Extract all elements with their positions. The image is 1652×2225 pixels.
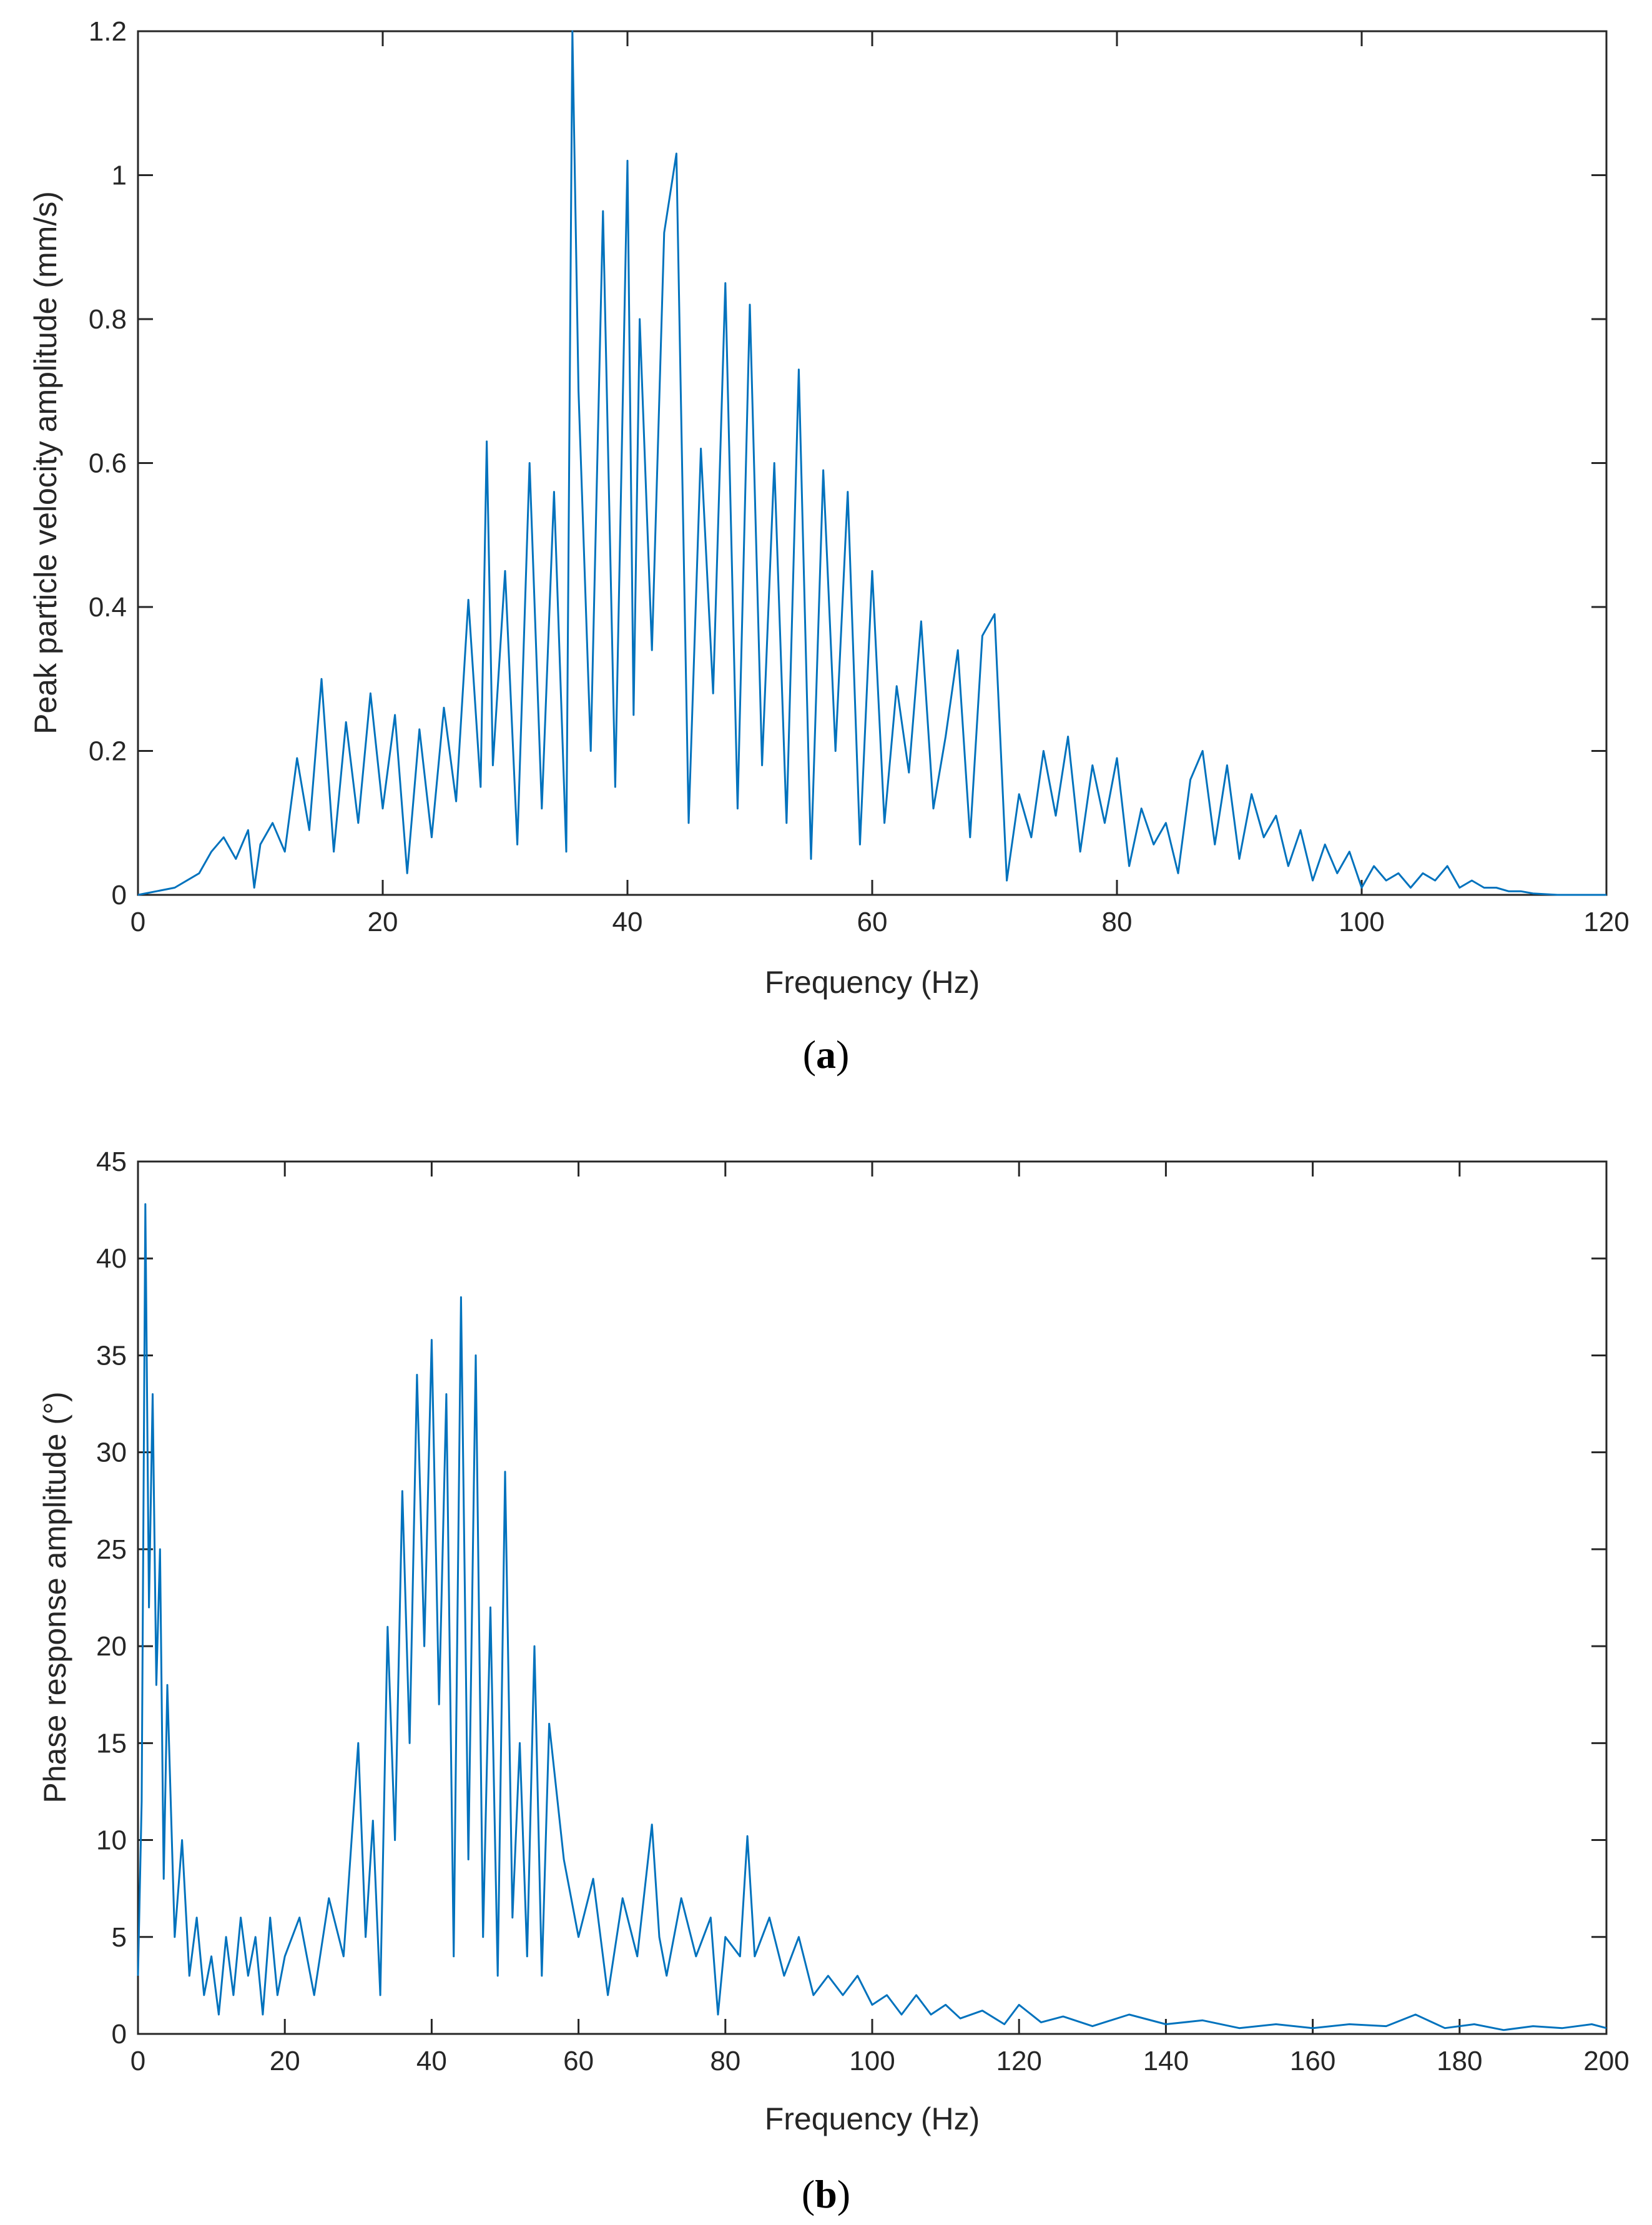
x-tick-label: 160 [1290,2046,1335,2076]
y-tick-label: 5 [112,1922,127,1953]
y-tick-labels: 0 5 10 15 20 25 30 35 40 45 [96,1147,127,2050]
caption-a: (a) [803,1032,850,1077]
caption-a-letter: a [816,1032,836,1077]
plot-area-frame [137,30,1608,896]
x-tick-label: 120 [1583,907,1629,937]
y-tick-labels: 0 0.2 0.4 0.6 0.8 1 1.2 [89,16,127,910]
y-tick-label: 15 [96,1728,127,1759]
x-tick-label: 140 [1143,2046,1189,2076]
x-tick-label: 20 [270,2046,300,2076]
x-tick-label: 200 [1583,2046,1629,2076]
y-tick-label: 45 [96,1147,127,1177]
ppv-spectrum-line [137,30,1606,896]
y-axis-label: Peak particle velocity amplitude (mm/s) [28,191,63,734]
x-tick-label: 100 [849,2046,895,2076]
x-tick-labels: 0 20 40 60 80 100 120 140 160 180 200 [130,2046,1630,2076]
caption-b-letter: b [815,2172,837,2216]
x-tick-label: 40 [416,2046,447,2076]
y-tick-label: 0.2 [89,736,127,767]
x-tick-label: 180 [1437,2046,1482,2076]
phase-response-line [137,1203,1607,2031]
y-tick-label: 0 [112,2019,127,2050]
x-tick-label: 100 [1339,907,1384,937]
y-tick-label: 0 [112,880,127,910]
y-axis-label: Phase response amplitude (°) [37,1391,72,1803]
y-tick-label: 0.6 [89,448,127,479]
x-tick-label: 60 [563,2046,594,2076]
x-tick-label: 40 [612,907,643,937]
plot-area-frame [137,1160,1608,2035]
y-tick-label: 35 [96,1340,127,1371]
chart-b: 0 20 40 60 80 100 120 140 160 180 200 0 5 10 15 20 25 30… [37,1147,1630,2216]
y-tick-label: 1 [112,160,127,191]
y-tick-label: 0.4 [89,592,127,623]
chart-a: 0 20 40 60 80 100 120 0 0.2 0.4 0.6 0.8 1 1.2 Freque… [28,16,1630,1077]
y-tick-label: 0.8 [89,304,127,335]
x-tick-label: 0 [130,907,145,937]
x-tick-label: 80 [1102,907,1133,937]
x-tick-label: 80 [710,2046,740,2076]
x-tick-label: 20 [368,907,398,937]
y-tick-label: 25 [96,1534,127,1565]
tick-marks [137,30,1608,896]
x-tick-labels: 0 20 40 60 80 100 120 [130,907,1630,937]
tick-marks [137,1160,1608,2035]
caption-b: (b) [802,2172,850,2216]
y-tick-label: 1.2 [89,16,127,47]
x-axis-label: Frequency (Hz) [765,2101,980,2136]
x-tick-label: 60 [857,907,888,937]
y-tick-label: 10 [96,1825,127,1856]
y-tick-label: 30 [96,1438,127,1468]
x-axis-label: Frequency (Hz) [765,965,980,1000]
x-tick-label: 120 [996,2046,1041,2076]
y-tick-label: 40 [96,1243,127,1274]
y-tick-label: 20 [96,1631,127,1662]
x-tick-label: 0 [130,2046,145,2076]
